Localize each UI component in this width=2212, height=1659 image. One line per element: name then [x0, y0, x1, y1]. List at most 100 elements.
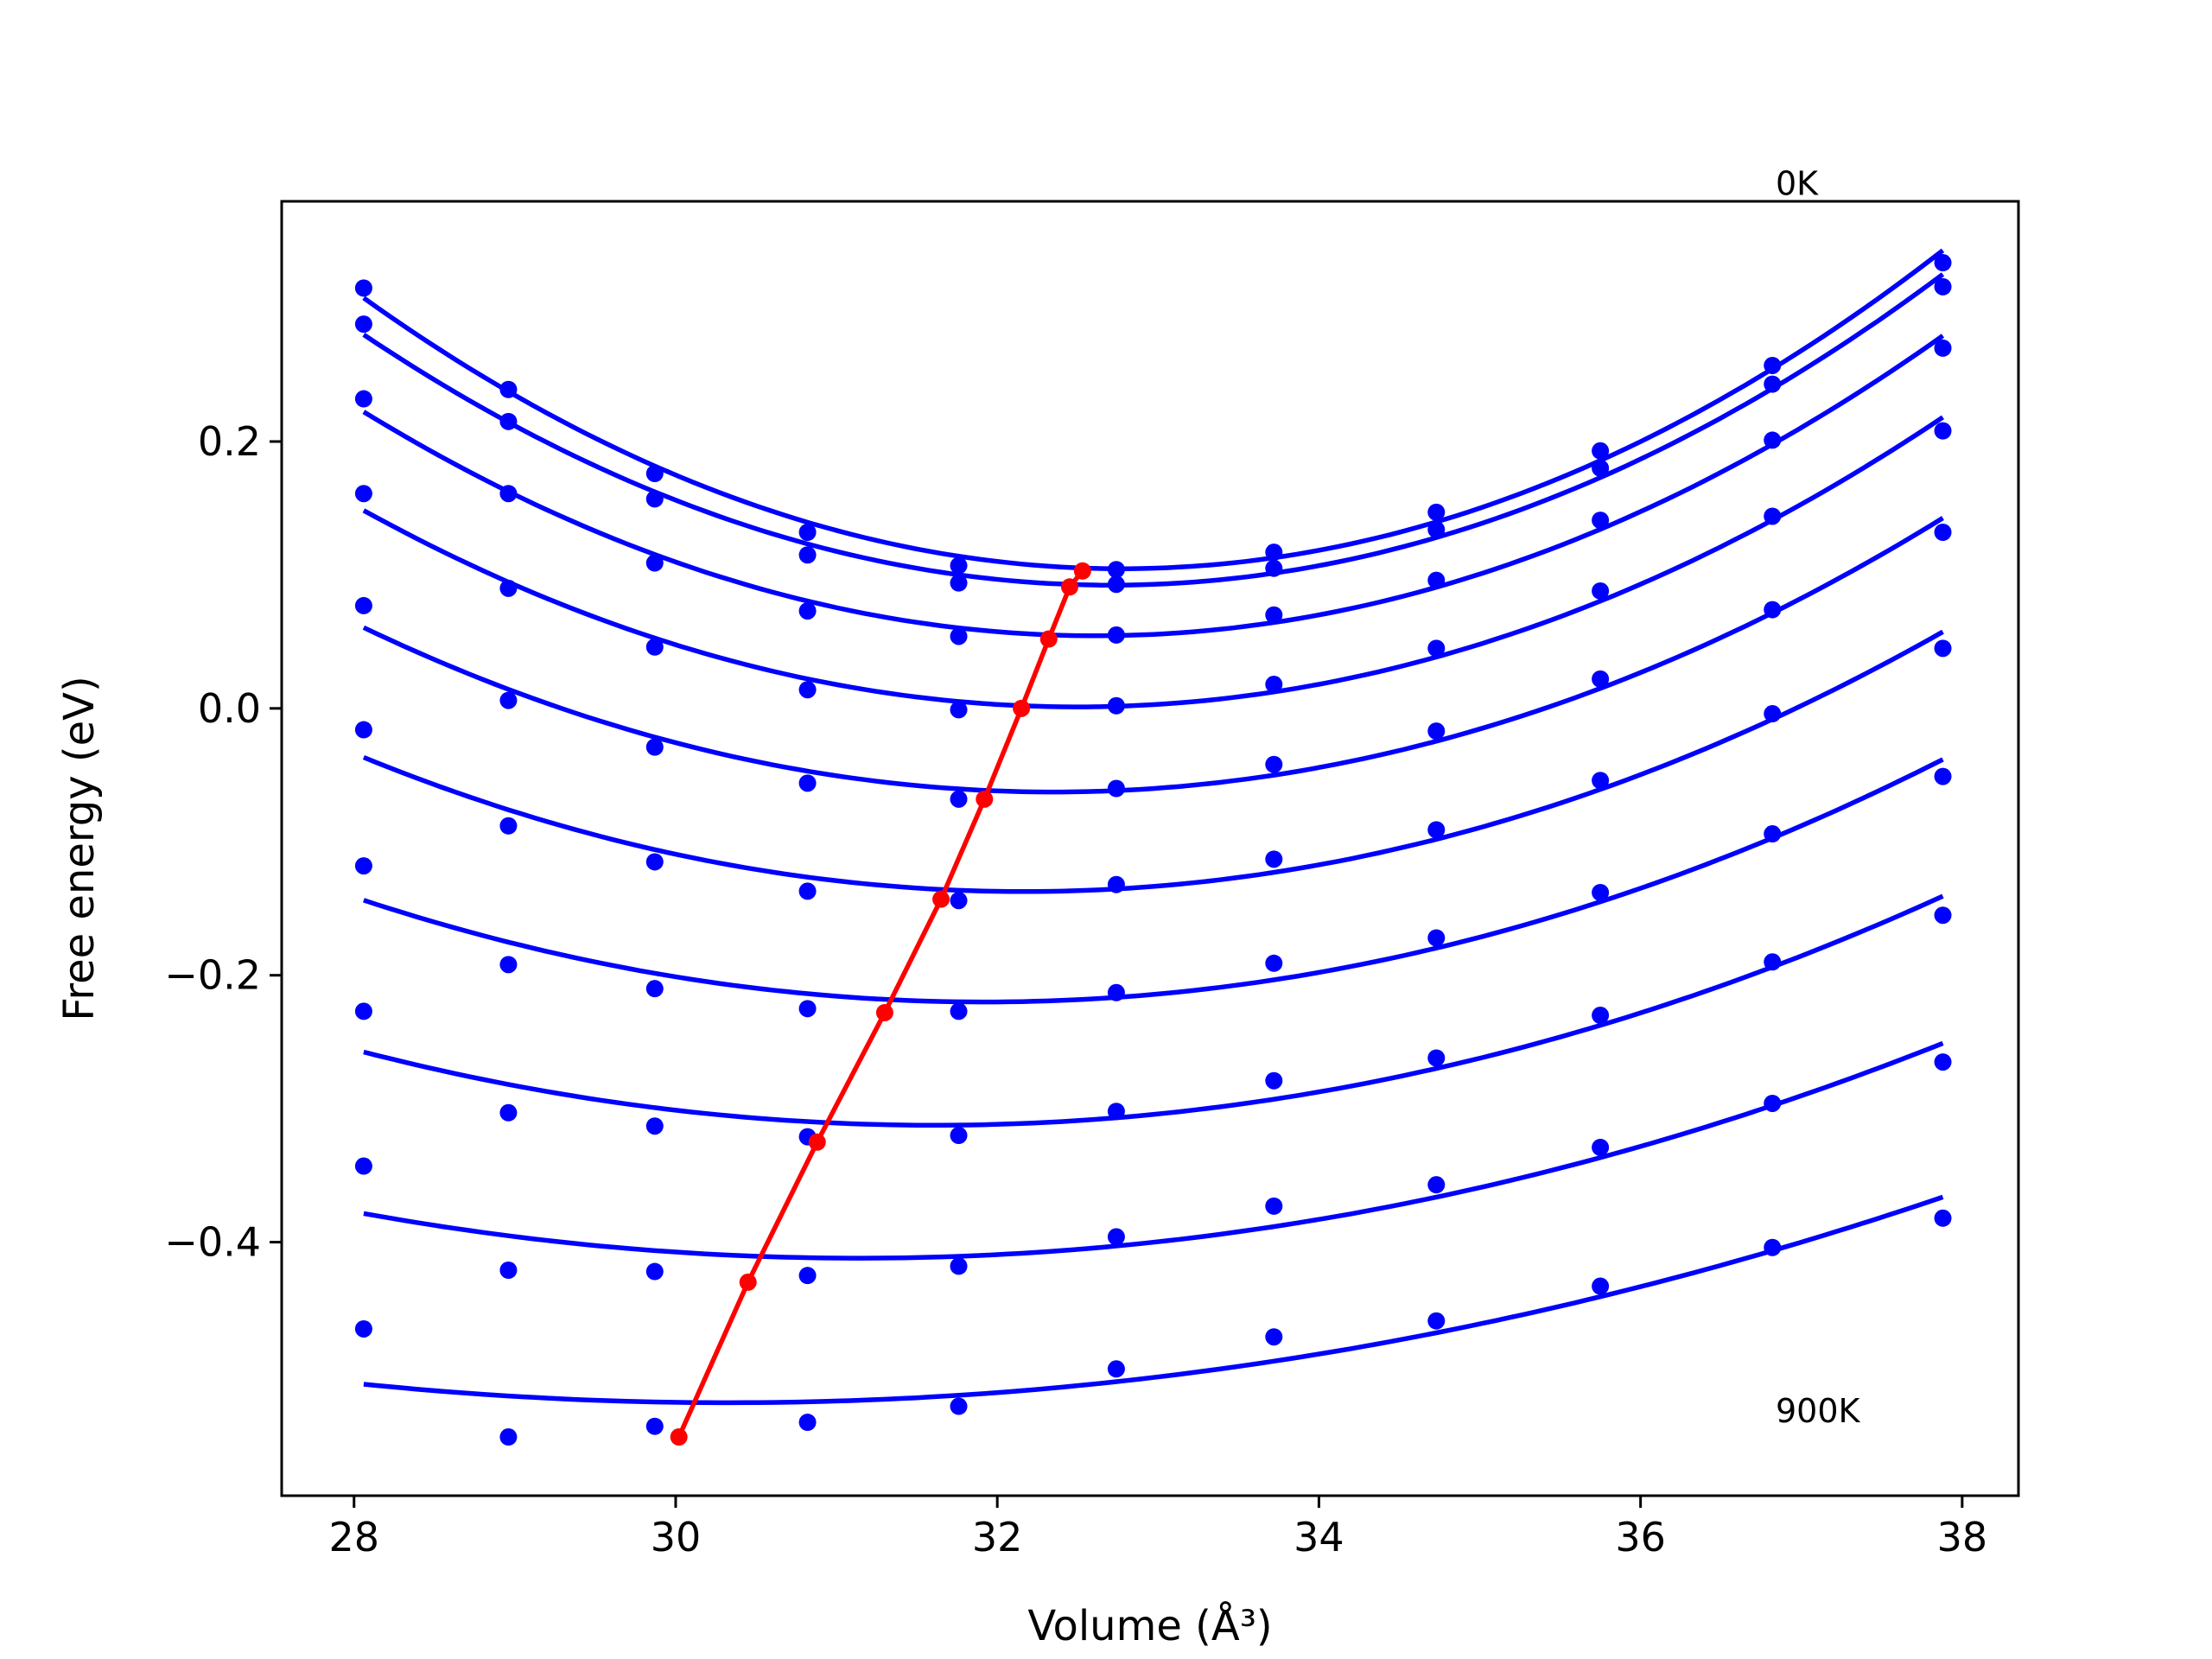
data-point	[950, 701, 968, 719]
data-point	[1265, 676, 1283, 694]
data-point	[1764, 953, 1782, 971]
data-point	[1265, 1197, 1283, 1215]
fit-curve-9	[363, 1194, 1944, 1406]
data-point	[1427, 520, 1446, 538]
data-point	[1107, 575, 1125, 594]
data-point	[1107, 561, 1125, 579]
data-point	[1427, 821, 1446, 839]
data-point	[499, 817, 518, 835]
y-tick-label: −0.2	[164, 952, 261, 999]
data-point	[499, 691, 518, 709]
data-point	[1265, 1071, 1283, 1090]
data-point	[1592, 512, 1610, 530]
data-point	[645, 490, 664, 508]
data-point	[1934, 422, 1952, 440]
data-point	[645, 738, 664, 756]
fit-curve-5	[362, 629, 1944, 894]
data-point	[1934, 1053, 1952, 1071]
data-point	[1107, 983, 1125, 1001]
data-point	[1107, 1103, 1125, 1121]
data-point	[1427, 1176, 1446, 1194]
data-point	[354, 1157, 372, 1175]
data-point	[1592, 772, 1610, 790]
data-point	[950, 1397, 968, 1415]
data-point	[499, 1428, 518, 1446]
data-point	[1427, 929, 1446, 947]
data-point	[499, 579, 518, 597]
data-point	[1107, 696, 1125, 715]
data-point	[645, 465, 664, 483]
data-point	[1934, 906, 1952, 925]
data-point	[354, 1002, 372, 1020]
data-point	[1265, 755, 1283, 773]
data-point	[1592, 442, 1610, 460]
data-point	[950, 574, 968, 592]
minima-line	[677, 569, 1084, 1439]
plot-frame	[280, 200, 2020, 1497]
temperature-annotation: 0K	[1776, 164, 1819, 202]
y-axis-ticks: 0.2 0.0 −0.2 −0.4	[164, 418, 282, 1266]
data-point	[1427, 503, 1446, 521]
x-axis-label: Volume (Å³)	[1027, 1601, 1272, 1650]
data-point	[950, 1127, 968, 1145]
data-point	[1764, 1094, 1782, 1112]
data-point	[1265, 954, 1283, 972]
data-point	[1934, 254, 1952, 272]
data-point	[1592, 459, 1610, 477]
data-point	[950, 556, 968, 575]
data-point	[354, 390, 372, 408]
minimum-point	[739, 1273, 757, 1291]
data-point	[1592, 670, 1610, 688]
fit-curve-7	[363, 893, 1944, 1128]
data-point	[354, 1319, 372, 1338]
data-point	[1764, 825, 1782, 843]
data-point	[645, 1117, 664, 1135]
y-axis-label: Free energy (eV)	[55, 676, 104, 1020]
x-axis-ticks: 28 30 32 34 36 38	[328, 1496, 1987, 1560]
data-point	[950, 892, 968, 910]
data-point	[1265, 606, 1283, 624]
x-tick-label: 36	[1615, 1514, 1666, 1560]
fit-curve-8	[363, 1040, 1944, 1261]
data-point	[798, 523, 817, 541]
data-point	[798, 1267, 817, 1285]
data-point	[645, 1262, 664, 1281]
data-point	[645, 638, 664, 656]
data-point	[1764, 705, 1782, 723]
data-point	[1107, 779, 1125, 798]
data-point	[1427, 722, 1446, 741]
minimum-point	[670, 1428, 688, 1446]
minimum-point	[1039, 630, 1058, 648]
data-point	[499, 380, 518, 398]
data-point	[798, 882, 817, 900]
y-tick-label: −0.4	[164, 1219, 261, 1266]
minimum-point	[976, 790, 994, 808]
fit-curve-4	[362, 516, 1944, 795]
x-tick-label: 38	[1937, 1514, 1988, 1560]
data-point	[950, 1257, 968, 1275]
data-point	[950, 627, 968, 645]
data-point	[499, 956, 518, 974]
data-point	[354, 721, 372, 739]
data-point	[1427, 571, 1446, 589]
data-point	[1934, 767, 1952, 785]
minima-path	[670, 562, 1091, 1446]
data-point	[1592, 1277, 1610, 1295]
data-point	[1764, 431, 1782, 449]
data-point	[499, 1103, 518, 1122]
data-point	[798, 681, 817, 699]
data-point	[798, 1414, 817, 1432]
fitted-curves	[362, 248, 1945, 1406]
data-point	[1427, 639, 1446, 658]
data-point	[1764, 356, 1782, 374]
minimum-point	[932, 890, 950, 908]
x-tick-label: 30	[651, 1514, 702, 1560]
fit-curve-2	[362, 334, 1945, 639]
data-point	[1934, 277, 1952, 296]
data-point	[354, 315, 372, 334]
data-point	[1934, 523, 1952, 541]
fit-curve-0	[362, 248, 1945, 571]
data-point	[499, 1262, 518, 1280]
data-points	[354, 254, 1952, 1446]
